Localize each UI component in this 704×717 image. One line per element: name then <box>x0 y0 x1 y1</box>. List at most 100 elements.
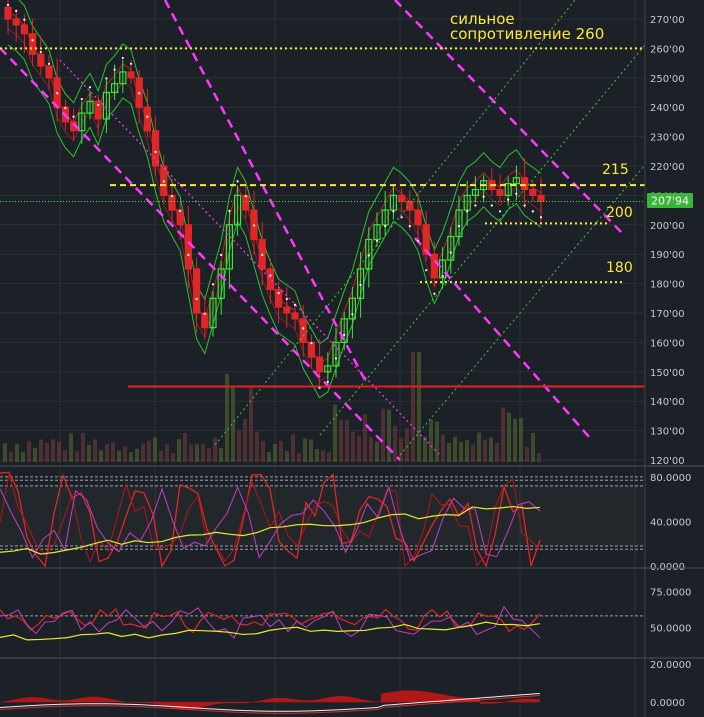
macd-histogram-bar <box>189 701 192 710</box>
candle-body <box>110 83 119 94</box>
sar-dot <box>507 198 510 201</box>
sar-dot <box>539 216 543 219</box>
sar-dot <box>39 50 42 54</box>
volume-bar <box>399 438 403 462</box>
volume-bar <box>99 450 103 462</box>
volume-bar <box>363 413 367 462</box>
candle-body <box>365 238 373 270</box>
macd-histogram-bar <box>120 701 123 703</box>
stoch-line-magenta <box>0 485 541 562</box>
candle-body <box>86 100 94 114</box>
macd-histogram-bar <box>525 698 528 703</box>
macd-histogram-bar <box>162 701 165 706</box>
volume-bar <box>27 441 31 462</box>
y-tick-label: 180'00 <box>650 280 685 291</box>
macd-histogram-bar <box>60 700 63 703</box>
macd-histogram-bar <box>129 701 132 703</box>
macd-histogram-bar <box>81 697 84 703</box>
candle-body <box>184 224 192 270</box>
macd-histogram-bar <box>327 697 330 703</box>
y-tick-label: 120'00 <box>650 456 685 467</box>
macd-histogram-bar <box>195 701 198 709</box>
sar-dot <box>195 297 198 301</box>
macd-histogram-bar <box>510 700 513 703</box>
volume-bar <box>63 450 67 462</box>
macd-histogram-bar <box>21 697 24 703</box>
sar-dot <box>6 3 10 7</box>
volume-bar <box>441 434 445 462</box>
volume-bar <box>279 441 283 462</box>
candle-body <box>324 365 332 373</box>
y-tick-label: 140'00 <box>650 397 685 408</box>
macd-histogram-bar <box>321 698 324 703</box>
macd-histogram-bar <box>408 690 411 703</box>
volume-bar <box>537 453 541 462</box>
candle-body <box>340 318 348 344</box>
macd-histogram-bar <box>153 701 156 704</box>
volume-bar <box>465 440 469 462</box>
macd-histogram-bar <box>78 698 81 703</box>
channel-line-2 <box>163 0 367 381</box>
stoch-line-yellow <box>0 505 541 555</box>
macd-histogram-bar <box>315 699 318 703</box>
volume-bar <box>231 387 235 462</box>
macd-histogram-bar <box>414 690 417 703</box>
volume-bar <box>339 419 343 462</box>
volume-bar <box>213 437 217 462</box>
volume-bar <box>207 448 211 462</box>
volume-bar <box>327 452 331 462</box>
candle-body <box>127 71 135 79</box>
macd-histogram-bar <box>498 701 501 704</box>
macd-histogram-bar <box>423 691 426 703</box>
macd-histogram-bar <box>444 694 447 703</box>
macd-histogram-bar <box>51 699 54 703</box>
macd-histogram-bar <box>291 698 294 703</box>
macd-histogram-bar <box>108 698 111 703</box>
pane-tick-label: 40.0000 <box>650 517 691 528</box>
sar-dot <box>105 77 108 80</box>
macd-histogram-bar <box>492 701 495 704</box>
macd-histogram-bar <box>534 699 537 703</box>
macd-histogram-bar <box>357 698 360 703</box>
macd-histogram-bar <box>519 699 522 703</box>
volume-bar <box>51 439 55 462</box>
macd-histogram-bar <box>450 696 453 703</box>
macd-histogram-bar <box>9 700 12 703</box>
macd-histogram-bar <box>375 701 378 703</box>
macd-histogram-bar <box>465 697 468 703</box>
candle-body <box>348 297 356 320</box>
sar-dot <box>474 204 477 207</box>
macd-histogram-bar <box>363 699 366 703</box>
macd-histogram-bar <box>261 700 264 703</box>
pane-tick-label: 0.0000 <box>650 698 685 709</box>
volume-bar <box>111 441 115 462</box>
volume-bar <box>267 452 271 462</box>
sar-dot <box>425 269 428 272</box>
sar-dot <box>433 292 436 295</box>
macd-histogram-bar <box>267 698 270 703</box>
candle-body <box>209 297 217 329</box>
macd-histogram-bar <box>276 697 279 703</box>
macd-histogram-bar <box>282 698 285 703</box>
rsi-line-magenta <box>0 605 541 639</box>
volume-bar <box>447 443 451 462</box>
macd-histogram-bar <box>99 697 102 703</box>
macd-histogram-bar <box>90 696 93 703</box>
sar-dot <box>179 209 182 212</box>
sar-dot <box>384 225 387 228</box>
macd-histogram-bar <box>264 699 267 703</box>
volume-bar <box>123 446 127 462</box>
candle-body <box>193 268 201 314</box>
volume-bar <box>309 439 313 462</box>
sar-dot <box>121 56 124 60</box>
annotation-resistance-line2: сопротивление 260 <box>450 25 605 43</box>
macd-histogram-bar <box>441 694 444 703</box>
volume-bar <box>315 448 319 462</box>
macd-histogram-bar <box>426 691 429 703</box>
macd-histogram-bar <box>15 699 18 703</box>
macd-histogram-bar <box>12 699 15 703</box>
volume-bar <box>411 352 415 462</box>
pane-tick-label: 80.0000 <box>650 473 691 484</box>
macd-histogram-bar <box>303 700 306 703</box>
sar-dot <box>187 253 190 256</box>
